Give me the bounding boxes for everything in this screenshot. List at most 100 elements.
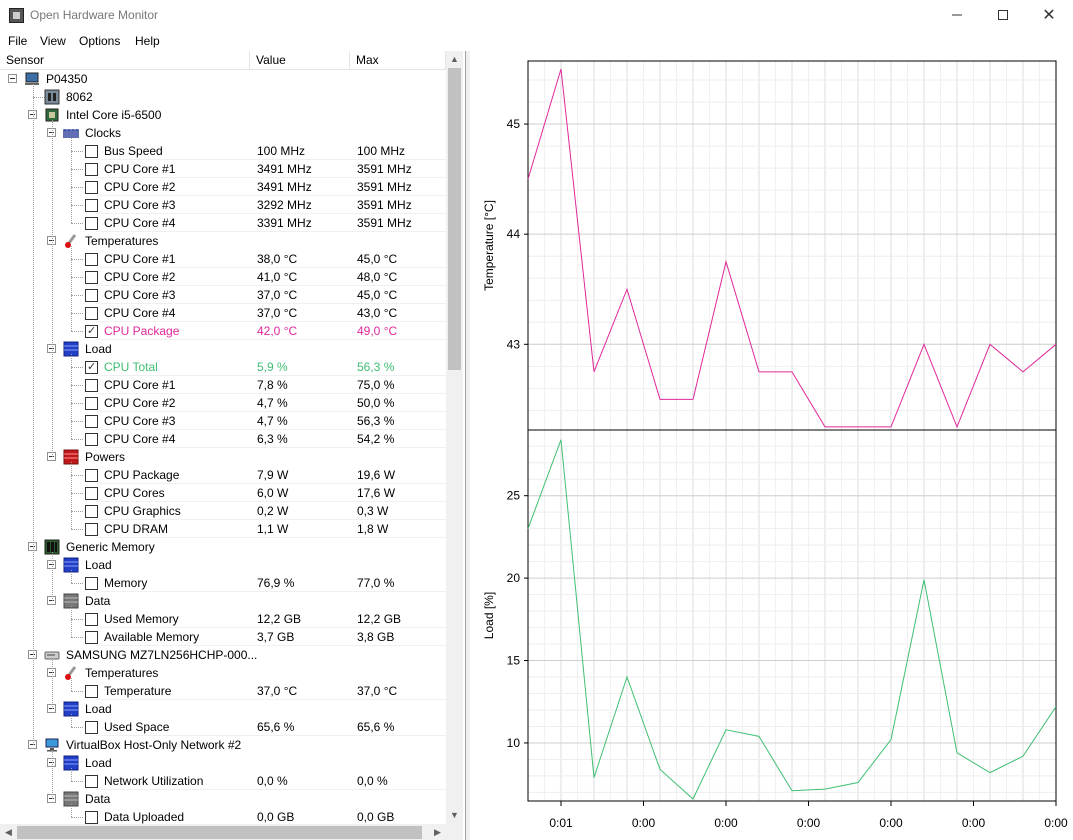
panel-splitter[interactable] [466,51,470,840]
tree-node[interactable]: Temperatures [0,664,446,682]
maximize-button[interactable] [980,0,1026,31]
tree-node[interactable]: P04350 [0,70,446,88]
sensor-row[interactable]: CPU Core #1 7,8 % 75,0 % [0,376,446,394]
plot-checkbox[interactable] [85,271,98,284]
collapse-toggle-icon[interactable] [47,794,56,803]
tree-node[interactable]: Load [0,754,446,772]
scroll-down-icon[interactable]: ▼ [450,810,459,820]
tree-node[interactable]: SAMSUNG MZ7LN256HCHP-000... [0,646,446,664]
plot-checkbox[interactable] [85,469,98,482]
collapse-toggle-icon[interactable] [47,668,56,677]
scroll-right-icon[interactable]: ▶ [434,827,441,837]
tree-node[interactable]: Data [0,592,446,610]
menu-help[interactable]: Help [135,34,160,48]
collapse-toggle-icon[interactable] [47,128,56,137]
sensor-row[interactable]: CPU Cores 6,0 W 17,6 W [0,484,446,502]
sensor-row[interactable]: CPU Core #3 4,7 % 56,3 % [0,412,446,430]
vertical-scrollbar[interactable]: ▲ ▼ [446,51,463,824]
scroll-up-icon[interactable]: ▲ [450,54,459,64]
plot-checkbox[interactable] [85,613,98,626]
sensor-row[interactable]: CPU Core #4 3391 MHz 3591 MHz [0,214,446,232]
plot-checkbox[interactable] [85,433,98,446]
plot-checkbox[interactable] [85,775,98,788]
plot-checkbox[interactable] [85,289,98,302]
menu-file[interactable]: File [8,34,28,48]
plot-checkbox[interactable] [85,397,98,410]
collapse-toggle-icon[interactable] [47,596,56,605]
sensor-row[interactable]: CPU Core #2 41,0 °C 48,0 °C [0,268,446,286]
sensor-row[interactable]: CPU Core #2 4,7 % 50,0 % [0,394,446,412]
plot-checkbox[interactable] [85,523,98,536]
plot-checkbox[interactable] [85,577,98,590]
tree-node[interactable]: Powers [0,448,446,466]
sensor-row[interactable]: Data Uploaded 0,0 GB 0,0 GB [0,808,446,824]
plot-checkbox[interactable] [85,199,98,212]
collapse-toggle-icon[interactable] [28,740,37,749]
plot-checkbox[interactable] [85,379,98,392]
sensor-row[interactable]: CPU Core #2 3491 MHz 3591 MHz [0,178,446,196]
title-bar[interactable]: Open Hardware Monitor ✕ [0,0,1073,31]
sensor-row[interactable]: CPU Total 5,9 % 56,3 % [0,358,446,376]
sensor-row[interactable]: CPU Core #1 3491 MHz 3591 MHz [0,160,446,178]
plot-checkbox[interactable] [85,307,98,320]
collapse-toggle-icon[interactable] [8,74,17,83]
sensor-row[interactable]: CPU Package 7,9 W 19,6 W [0,466,446,484]
collapse-toggle-icon[interactable] [28,542,37,551]
plot-checkbox[interactable] [85,811,98,824]
plot-checkbox[interactable] [85,145,98,158]
horizontal-scrollbar[interactable]: ◀ ▶ [0,824,463,840]
sensor-row[interactable]: Memory 76,9 % 77,0 % [0,574,446,592]
collapse-toggle-icon[interactable] [28,650,37,659]
collapse-toggle-icon[interactable] [47,704,56,713]
column-header-max[interactable]: Max [350,51,446,70]
tree-node[interactable]: Clocks [0,124,446,142]
sensor-row[interactable]: CPU Core #3 37,0 °C 45,0 °C [0,286,446,304]
plot-checkbox[interactable] [85,253,98,266]
collapse-toggle-icon[interactable] [47,758,56,767]
tree-node[interactable]: 8062 [0,88,446,106]
plot-checkbox[interactable] [85,360,98,374]
sensor-row[interactable]: Network Utilization 0,0 % 0,0 % [0,772,446,790]
menu-view[interactable]: View [40,34,66,48]
sensor-row[interactable]: CPU Core #3 3292 MHz 3591 MHz [0,196,446,214]
plot-checkbox[interactable] [85,181,98,194]
plot-checkbox[interactable] [85,163,98,176]
scroll-left-icon[interactable]: ◀ [5,827,12,837]
tree-node[interactable]: Data [0,790,446,808]
sensor-row[interactable]: Bus Speed 100 MHz 100 MHz [0,142,446,160]
collapse-toggle-icon[interactable] [47,452,56,461]
plot-checkbox[interactable] [85,721,98,734]
collapse-toggle-icon[interactable] [28,110,37,119]
sensor-row[interactable]: CPU Package 42,0 °C 49,0 °C [0,322,446,340]
plot-checkbox[interactable] [85,217,98,230]
vertical-scroll-thumb[interactable] [448,68,461,370]
tree-node[interactable]: Temperatures [0,232,446,250]
tree-node[interactable]: Generic Memory [0,538,446,556]
sensor-row[interactable]: Temperature 37,0 °C 37,0 °C [0,682,446,700]
sensor-row[interactable]: CPU DRAM 1,1 W 1,8 W [0,520,446,538]
minimize-button[interactable] [934,0,980,31]
plot-checkbox[interactable] [85,505,98,518]
plot-checkbox[interactable] [85,324,98,338]
sensor-row[interactable]: Used Memory 12,2 GB 12,2 GB [0,610,446,628]
tree-node[interactable]: VirtualBox Host-Only Network #2 [0,736,446,754]
sensor-row[interactable]: Available Memory 3,7 GB 3,8 GB [0,628,446,646]
plot-checkbox[interactable] [85,415,98,428]
plot-checkbox[interactable] [85,487,98,500]
sensor-row[interactable]: CPU Core #1 38,0 °C 45,0 °C [0,250,446,268]
tree-node[interactable]: Load [0,700,446,718]
collapse-toggle-icon[interactable] [47,236,56,245]
tree-node[interactable]: Load [0,340,446,358]
close-button[interactable]: ✕ [1026,0,1072,31]
tree-node[interactable]: Load [0,556,446,574]
sensor-row[interactable]: CPU Core #4 37,0 °C 43,0 °C [0,304,446,322]
collapse-toggle-icon[interactable] [47,560,56,569]
plot-checkbox[interactable] [85,685,98,698]
sensor-row[interactable]: Used Space 65,6 % 65,6 % [0,718,446,736]
tree-node[interactable]: Intel Core i5-6500 [0,106,446,124]
menu-options[interactable]: Options [79,34,121,48]
column-header-sensor[interactable]: Sensor [0,51,250,70]
sensor-row[interactable]: CPU Core #4 6,3 % 54,2 % [0,430,446,448]
sensor-row[interactable]: CPU Graphics 0,2 W 0,3 W [0,502,446,520]
collapse-toggle-icon[interactable] [47,344,56,353]
